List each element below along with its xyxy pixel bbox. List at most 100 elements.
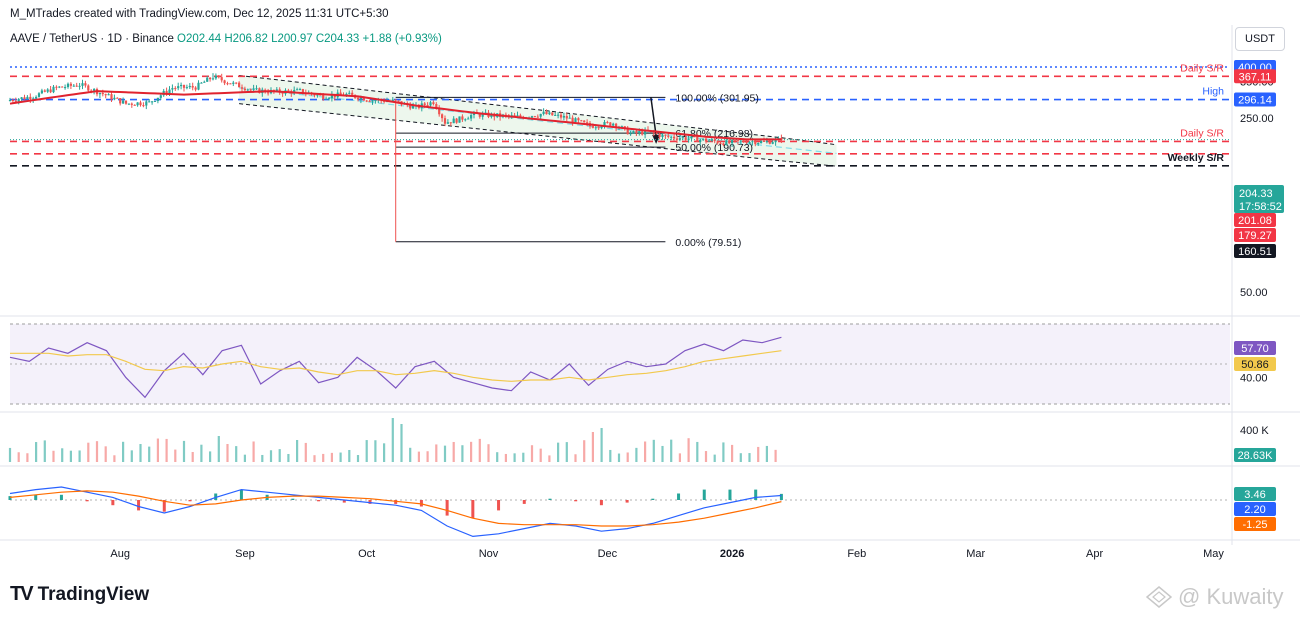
macd-histogram-bar: [471, 500, 475, 519]
candle-body: [426, 105, 429, 107]
candle-body: [11, 99, 14, 101]
symbol-name[interactable]: AAVE / TetherUS · 1D · Binance: [10, 33, 174, 45]
macd-histogram-bar: [214, 493, 218, 500]
candle-body: [301, 89, 304, 94]
badge-296: 296.14: [1238, 95, 1272, 107]
volume-bar: [409, 447, 412, 462]
candle-body: [664, 134, 667, 136]
candle-body: [429, 102, 432, 106]
badge-macd-hist: 3.46: [1244, 489, 1265, 501]
volume-bar: [626, 452, 629, 462]
candle-body: [298, 89, 302, 91]
macd-histogram-bar: [677, 493, 681, 500]
badge-367: 367.11: [1239, 71, 1272, 83]
volume-bar: [87, 442, 90, 462]
time-tick-1: Sep: [235, 548, 255, 560]
candle-body: [223, 80, 226, 84]
level-note-3: Daily S/R: [1180, 127, 1224, 139]
volume-bar: [139, 444, 142, 462]
macd-histogram-bar: [317, 500, 321, 502]
candle-body: [351, 92, 354, 95]
candle-body: [8, 99, 12, 102]
candle-body: [397, 100, 400, 102]
candle-body: [467, 118, 470, 120]
candle-body: [748, 141, 751, 144]
volume-bar: [348, 449, 351, 462]
candle-body: [200, 82, 203, 84]
tradingview-logo-icon: TV: [10, 583, 34, 605]
volume-bar: [426, 451, 429, 462]
candle-body: [594, 127, 597, 129]
candle-body: [203, 81, 206, 83]
candle-body: [600, 126, 603, 128]
volume-bar: [565, 442, 568, 462]
macd-histogram-bar: [702, 489, 706, 500]
candle-body: [745, 142, 748, 144]
badge-volume: 28.63K: [1238, 450, 1274, 462]
badge-179: 179.27: [1238, 230, 1272, 242]
macd-histogram-bar: [291, 498, 295, 500]
candle-body: [449, 122, 452, 124]
candle-body: [641, 131, 644, 135]
candle-body: [681, 137, 684, 139]
volume-bar: [574, 454, 577, 462]
volume-bar: [696, 441, 699, 462]
candle-body: [615, 123, 618, 128]
volume-bar: [78, 450, 81, 462]
candle-body: [281, 92, 284, 94]
level-note-1: Daily S/R: [1180, 62, 1224, 74]
candle-body: [153, 100, 157, 102]
candle-body: [287, 90, 290, 92]
candle-body: [327, 98, 331, 100]
volume-bar: [704, 451, 708, 462]
volume-bar: [557, 442, 560, 462]
channel-upper-line: [239, 74, 837, 146]
candle-body: [104, 94, 107, 96]
time-tick-9: May: [1203, 548, 1224, 560]
volume-bar: [452, 441, 455, 462]
candle-body: [725, 140, 728, 145]
candle-body: [211, 78, 215, 80]
badge-296-bg: [1234, 92, 1276, 107]
candle-body: [658, 133, 661, 137]
candle-body: [220, 77, 223, 81]
candle-body: [267, 92, 270, 94]
candle-body: [58, 86, 61, 88]
candle-body: [46, 89, 49, 92]
candle-body: [249, 89, 252, 91]
volume-bar: [765, 445, 768, 462]
candle-body: [620, 126, 623, 128]
candle-body: [638, 131, 641, 133]
candle-body: [713, 139, 716, 142]
macd-histogram-bar: [188, 500, 192, 502]
badge-160-bg: [1234, 244, 1276, 258]
moving-average-line: [9, 90, 782, 141]
level-note-2: High: [1202, 86, 1224, 98]
macd-histogram-bar: [368, 500, 372, 504]
symbol-legend: AAVE / TetherUS · 1D · Binance O202.44 H…: [10, 33, 442, 45]
candle-body: [93, 89, 96, 91]
tradingview-logo[interactable]: TV TradingView: [10, 583, 149, 606]
candle-body: [626, 127, 629, 135]
candle-body: [586, 122, 589, 124]
currency-button[interactable]: USDT: [1235, 27, 1285, 51]
candle-body: [542, 111, 545, 114]
volume-bar: [235, 446, 238, 462]
candle-body: [148, 101, 151, 103]
volume-bar: [652, 439, 655, 462]
candle-body: [127, 103, 130, 105]
ohlc-change: +1.88 (+0.93%): [362, 33, 442, 45]
diamond-icon: [1146, 586, 1172, 608]
candle-body: [17, 99, 20, 102]
candle-body: [191, 85, 194, 88]
candle-body: [751, 141, 754, 143]
candle-body: [687, 138, 690, 140]
candle-body: [583, 120, 586, 123]
badge-rsi: 57.70: [1241, 343, 1269, 355]
candle-body: [548, 112, 551, 115]
time-tick-5: 2026: [720, 548, 744, 560]
volume-bar: [191, 452, 194, 462]
rsi-line: [9, 336, 782, 399]
